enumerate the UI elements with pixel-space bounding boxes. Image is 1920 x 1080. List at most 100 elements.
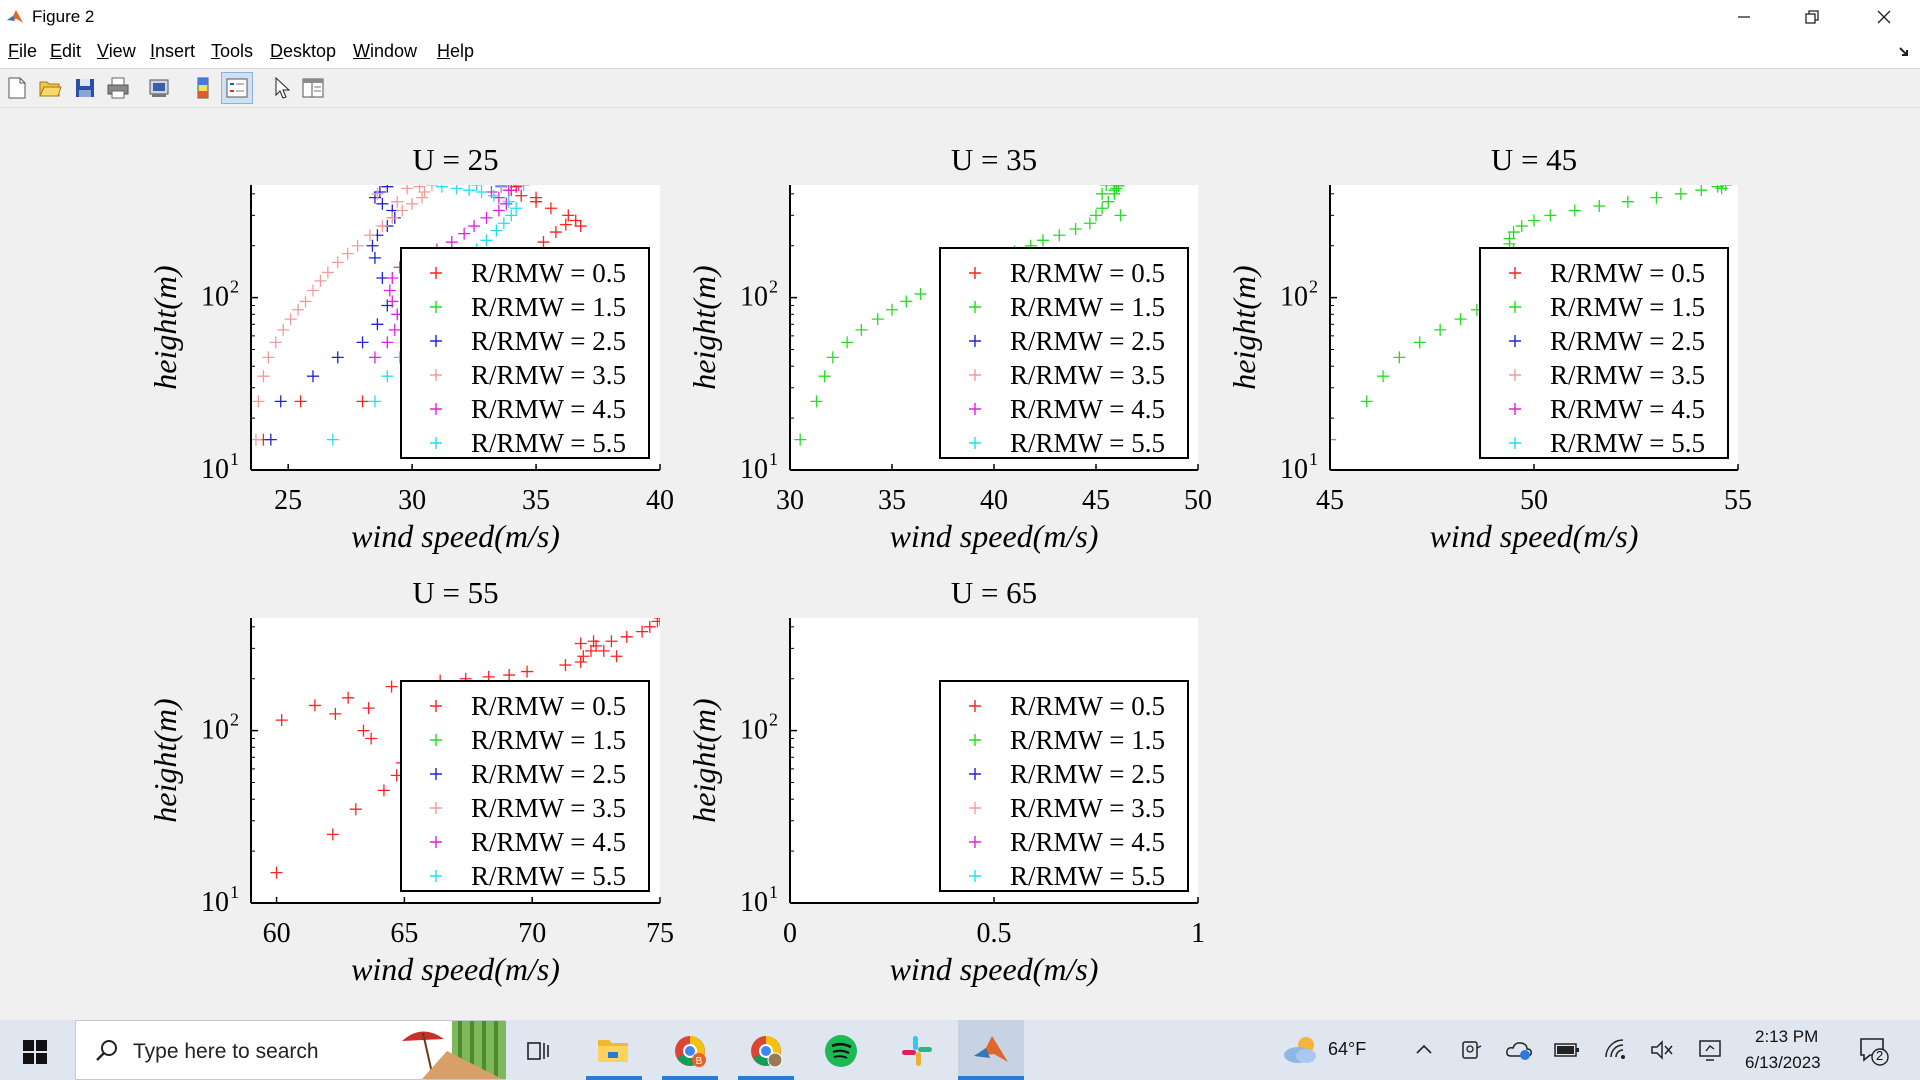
colorbar-icon[interactable] bbox=[190, 75, 216, 101]
legend-marker bbox=[430, 301, 442, 313]
chrome-profile-b-icon[interactable]: B bbox=[672, 1033, 708, 1069]
subplot-title: U = 25 bbox=[412, 142, 498, 177]
data-point-marker bbox=[385, 680, 398, 693]
data-point-marker bbox=[1069, 223, 1082, 236]
data-point-marker bbox=[597, 644, 610, 657]
legend-label: R/RMW = 3.5 bbox=[1550, 360, 1705, 390]
new-figure-icon[interactable] bbox=[4, 75, 30, 101]
data-point-marker bbox=[659, 624, 660, 626]
data-point-marker bbox=[480, 211, 493, 224]
legend-marker bbox=[969, 802, 981, 814]
notifications-icon[interactable] bbox=[1858, 1036, 1892, 1068]
y-tick-exponent: 2 bbox=[769, 277, 778, 297]
y-tick-exponent: 1 bbox=[1309, 449, 1318, 469]
data-point-marker bbox=[544, 202, 557, 215]
data-point-marker bbox=[549, 226, 562, 239]
task-view-icon[interactable] bbox=[524, 1037, 552, 1065]
data-point-marker bbox=[425, 185, 438, 191]
x-tick-label: 25 bbox=[274, 485, 302, 516]
battery-icon[interactable] bbox=[1553, 1040, 1581, 1060]
windows-start-icon[interactable] bbox=[22, 1039, 48, 1065]
volume-muted-icon[interactable] bbox=[1649, 1038, 1675, 1062]
data-point-marker bbox=[308, 699, 321, 712]
data-point-marker bbox=[562, 209, 575, 222]
data-point-marker bbox=[418, 185, 431, 198]
weather-partly-cloudy-icon[interactable] bbox=[1280, 1034, 1322, 1066]
data-point-marker bbox=[1507, 226, 1520, 239]
close-button[interactable] bbox=[1850, 0, 1918, 34]
data-point-marker bbox=[381, 336, 394, 349]
data-point-marker bbox=[818, 370, 831, 383]
subplot-title: U = 45 bbox=[1491, 142, 1577, 177]
data-point-marker bbox=[373, 185, 386, 198]
menu-insert[interactable]: Insert bbox=[150, 41, 196, 61]
legend-toggle-button[interactable] bbox=[221, 72, 253, 104]
legend: R/RMW = 0.5 R/RMW = 1.5 R/RMW = 2.5 R/RMW =… bbox=[939, 680, 1189, 892]
legend-marker bbox=[969, 734, 981, 746]
onedrive-sync-icon[interactable] bbox=[1505, 1038, 1533, 1062]
legend: R/RMW = 0.5 R/RMW = 1.5 R/RMW = 2.5 R/RMW =… bbox=[1479, 247, 1729, 459]
legend-marker bbox=[430, 870, 442, 882]
menu-edit[interactable]: Edit bbox=[50, 41, 82, 61]
y-tick-exponent: 2 bbox=[769, 710, 778, 730]
y-tick-exponent: 1 bbox=[230, 449, 239, 469]
legend-label: R/RMW = 4.5 bbox=[1010, 827, 1165, 857]
series-3.5 bbox=[251, 185, 438, 446]
print-icon[interactable] bbox=[105, 75, 131, 101]
matlab-taskbar-button[interactable] bbox=[958, 1020, 1024, 1080]
print-preview-icon[interactable] bbox=[146, 75, 172, 101]
data-point-marker bbox=[416, 191, 429, 204]
menu-tools[interactable]: Tools bbox=[211, 41, 254, 61]
save-icon[interactable] bbox=[72, 75, 98, 101]
legend-box bbox=[400, 247, 650, 459]
data-point-marker bbox=[900, 295, 913, 308]
x-tick-label: 65 bbox=[390, 918, 418, 949]
minimize-button[interactable] bbox=[1710, 0, 1778, 34]
search-box[interactable]: Type here to search bbox=[75, 1020, 506, 1080]
data-point-marker bbox=[264, 433, 277, 446]
data-point-marker bbox=[445, 236, 458, 249]
dock-arrow-icon[interactable] bbox=[1898, 46, 1910, 58]
data-point-marker bbox=[495, 185, 508, 192]
wifi-icon[interactable] bbox=[1603, 1037, 1629, 1063]
data-point-marker bbox=[512, 185, 525, 191]
data-point-marker bbox=[341, 247, 354, 260]
menu-window[interactable]: Window bbox=[353, 41, 418, 61]
data-point-marker bbox=[1434, 323, 1447, 336]
open-file-icon[interactable] bbox=[37, 75, 63, 101]
menu-help[interactable]: Help bbox=[437, 41, 475, 61]
legend-marker bbox=[430, 369, 442, 381]
menu-file[interactable]: File bbox=[8, 41, 38, 61]
data-point-marker bbox=[886, 303, 898, 316]
x-tick-label: 70 bbox=[518, 918, 546, 949]
display-settings-icon[interactable] bbox=[1697, 1037, 1725, 1063]
legend-label: R/RMW = 0.5 bbox=[1550, 258, 1705, 288]
menu-view[interactable]: View bbox=[97, 41, 136, 61]
meet-now-icon[interactable] bbox=[1460, 1038, 1482, 1062]
y-axis-label: height(m) bbox=[147, 265, 183, 389]
spotify-icon[interactable] bbox=[823, 1033, 859, 1069]
clock-date[interactable]: 6/13/2023 bbox=[1745, 1053, 1821, 1072]
menu-desktop[interactable]: Desktop bbox=[270, 41, 337, 61]
data-point-marker bbox=[262, 351, 275, 364]
chevron-up-icon[interactable] bbox=[1414, 1040, 1434, 1060]
pointer-icon[interactable] bbox=[268, 75, 294, 101]
data-point-marker bbox=[450, 185, 463, 195]
data-point-marker bbox=[356, 395, 369, 408]
restore-button[interactable] bbox=[1778, 0, 1846, 34]
data-point-marker bbox=[490, 224, 503, 237]
file-explorer-icon[interactable] bbox=[596, 1034, 630, 1066]
chrome-profile-photo-icon[interactable] bbox=[748, 1033, 784, 1069]
data-point-marker bbox=[386, 295, 399, 308]
property-editor-icon[interactable] bbox=[300, 75, 326, 101]
data-point-marker bbox=[1090, 209, 1102, 222]
slack-icon[interactable] bbox=[899, 1033, 935, 1069]
data-point-marker bbox=[366, 239, 379, 252]
y-axis-label: height(m) bbox=[686, 698, 722, 822]
clock-time[interactable]: 2:13 PM bbox=[1755, 1027, 1819, 1046]
data-point-marker bbox=[277, 323, 290, 336]
weather-temperature[interactable]: 64°F bbox=[1328, 1039, 1367, 1059]
legend-marker bbox=[969, 700, 981, 712]
legend-marker bbox=[969, 403, 981, 415]
x-tick-label: 0.5 bbox=[977, 918, 1012, 949]
